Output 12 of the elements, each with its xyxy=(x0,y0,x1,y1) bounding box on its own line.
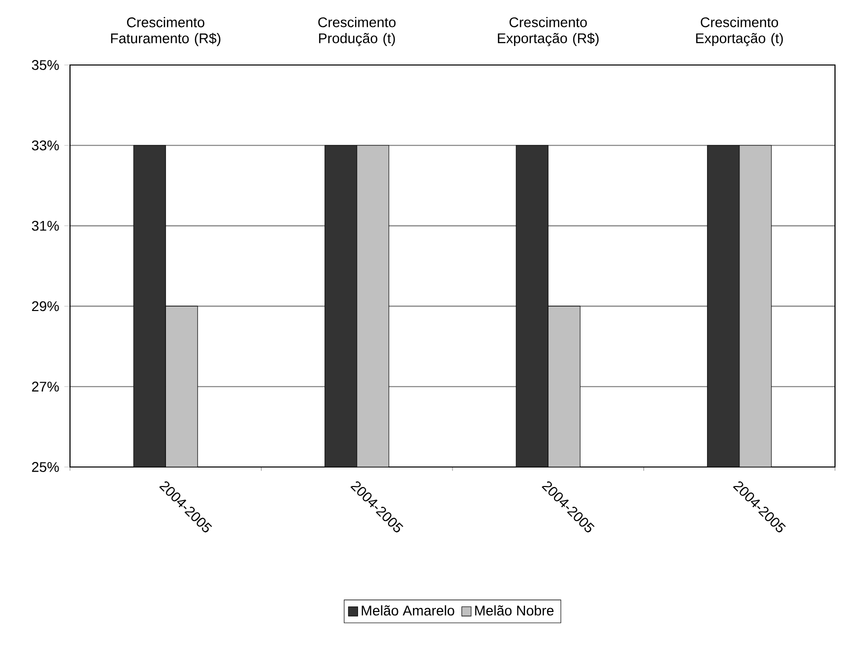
y-tick-label: 35% xyxy=(32,60,59,70)
text: Crescimento Produção (t) xyxy=(318,16,396,46)
y-tick-label: 29% xyxy=(32,301,59,312)
y-tick-label: 27% xyxy=(32,382,59,392)
legend-label: Melão Amarelo xyxy=(362,605,454,616)
y-tick-label: 31% xyxy=(32,220,59,231)
text: Crescimento Exportação (R$) xyxy=(498,16,599,46)
y-tick-label: 25% xyxy=(32,462,59,472)
y-tick-label: 33% xyxy=(32,140,59,150)
text: Crescimento Faturamento (R$) xyxy=(111,17,220,46)
legend-label: Melão Nobre xyxy=(475,605,554,616)
text: Crescimento Exportação (t) xyxy=(696,16,783,46)
